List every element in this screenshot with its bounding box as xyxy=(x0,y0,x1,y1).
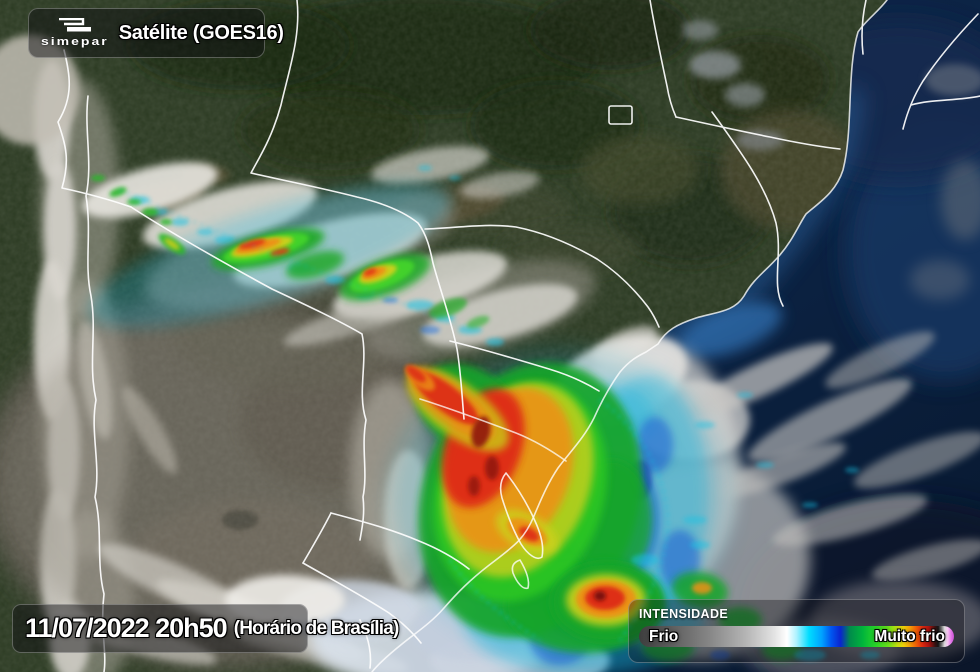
timestamp-panel: 11/07/2022 20h50 (Horário de Brasília) xyxy=(12,604,399,653)
legend-min-label: Frio xyxy=(649,628,679,645)
timestamp-datetime: 11/07/2022 20h50 xyxy=(25,613,228,643)
simepar-logo: simepar xyxy=(41,18,109,48)
title-panel: simepar Satélite (GOES16) xyxy=(28,8,284,58)
legend-panel: INTENSIDADE Frio Muito frio xyxy=(628,599,965,663)
legend-title: INTENSIDADE xyxy=(639,607,729,621)
page-title: Satélite (GOES16) xyxy=(118,21,284,44)
intensity-gradient-bar: Frio Muito frio xyxy=(639,626,954,647)
simepar-logo-icon xyxy=(59,18,91,32)
legend-max-label: Muito frio xyxy=(874,628,945,645)
brand-name: simepar xyxy=(41,34,109,48)
timestamp-timezone: (Horário de Brasília) xyxy=(233,617,400,639)
